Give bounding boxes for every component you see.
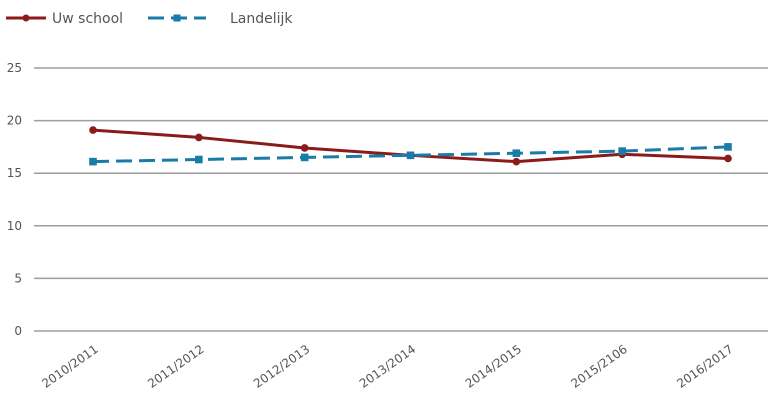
- data-point-landelijk: [195, 155, 203, 164]
- x-axis: 2010/2011 2011/2012 2012/2013 2013/2014 2014…: [39, 342, 735, 391]
- data-point-uw-school: [89, 126, 97, 134]
- x-tick-label: 2016/2017: [674, 342, 735, 391]
- x-tick-label: 2013/2014: [357, 342, 418, 391]
- y-axis: 0 5 10 15 20 25: [7, 61, 22, 338]
- y-tick-label-25: 25: [7, 61, 22, 75]
- legend-item-landelijk: Landelijk: [148, 11, 293, 27]
- legend-item-uw-school: Uw school: [6, 11, 123, 27]
- legend-label-landelijk: Landelijk: [230, 11, 293, 27]
- x-tick-label: 2014/2015: [463, 342, 524, 391]
- legend-marker-uw-school: [22, 14, 30, 22]
- data-point-landelijk: [724, 143, 732, 151]
- y-tick-label-10: 10: [7, 219, 22, 233]
- x-tick-label: 2011/2012: [145, 342, 206, 391]
- x-tick-label: 2012/2013: [251, 342, 312, 391]
- grid-lines: [34, 67, 768, 332]
- data-point-landelijk: [512, 149, 521, 158]
- series-group: [89, 126, 732, 166]
- y-tick-label-20: 20: [7, 114, 22, 128]
- y-tick-label-0: 0: [14, 324, 22, 338]
- x-tick-label: 2015/2106: [569, 342, 630, 391]
- y-tick-label-5: 5: [14, 271, 22, 285]
- legend: Uw school Landelijk: [6, 11, 293, 27]
- data-point-uw-school: [300, 144, 309, 152]
- data-point-landelijk: [618, 147, 626, 155]
- legend-marker-landelijk: [173, 14, 181, 22]
- data-point-uw-school: [724, 154, 732, 163]
- data-point-landelijk: [300, 153, 309, 162]
- data-point-uw-school: [195, 133, 203, 142]
- data-point-landelijk: [406, 151, 415, 160]
- x-tick-label: 2010/2011: [39, 342, 100, 391]
- data-point-landelijk: [89, 157, 97, 166]
- data-point-uw-school: [512, 157, 521, 166]
- legend-label-uw-school: Uw school: [52, 11, 123, 27]
- y-tick-label-15: 15: [7, 166, 22, 180]
